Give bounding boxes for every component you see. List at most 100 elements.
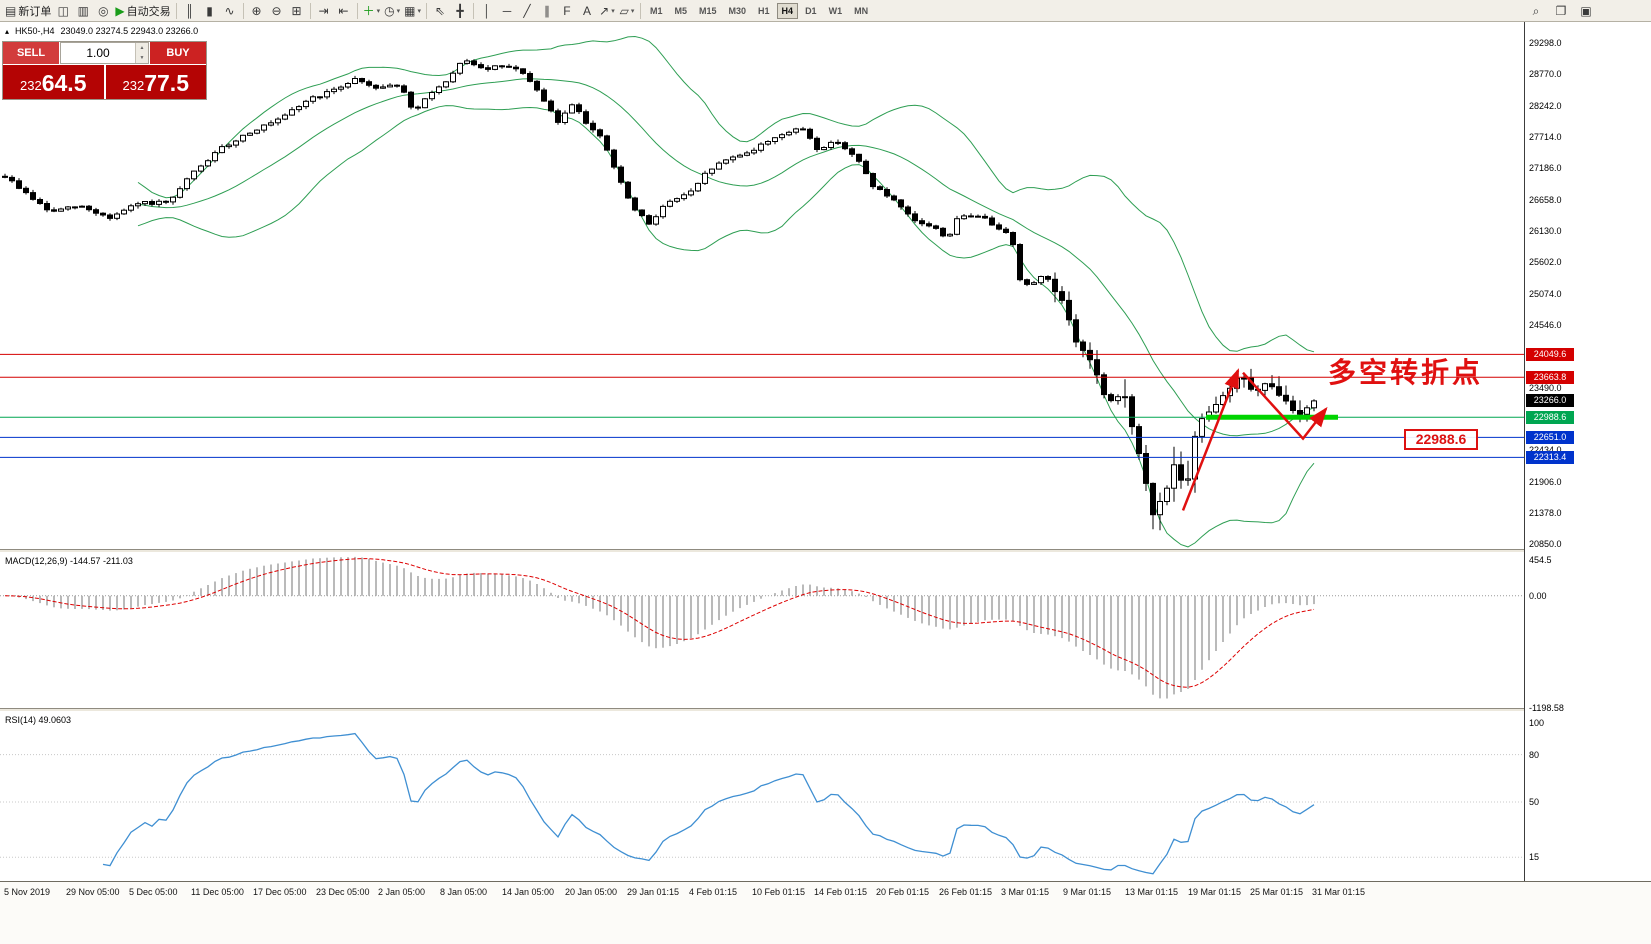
periods-icon: ◷ — [384, 3, 395, 18]
new-order-label: 新订单 — [18, 5, 52, 18]
price-level-label: 23266.0 — [1526, 394, 1574, 407]
rsi-line — [102, 732, 1315, 875]
timeframe-m30-button[interactable]: M30 — [728, 5, 747, 16]
buy-price[interactable]: 232 77.5 — [105, 65, 206, 99]
price-axis-label: 21906.0 — [1529, 477, 1562, 487]
toolbar-separator — [425, 2, 427, 19]
autotrade-icon: ▶ — [115, 3, 125, 18]
text-button[interactable]: A — [577, 1, 597, 21]
chart-shift-button[interactable]: ⇤ — [334, 1, 354, 21]
time-axis-label: 23 Dec 05:00 — [316, 887, 370, 897]
charts-button[interactable]: ◫ — [53, 1, 73, 21]
candlestick-chart[interactable] — [0, 22, 1524, 549]
indicators-icon: ＋ — [362, 3, 375, 18]
rsi-indicator-pane[interactable]: RSI(14) 49.0603 — [0, 712, 1524, 881]
time-axis-label: 10 Feb 01:15 — [752, 887, 806, 897]
timeframe-w1-button[interactable]: W1 — [828, 5, 843, 16]
macd-indicator-pane[interactable]: MACD(12,26,9) -144.57 -211.03 — [0, 553, 1524, 708]
timeframe-h1-button[interactable]: H1 — [758, 5, 770, 16]
timeframe-m5-button[interactable]: M5 — [674, 5, 687, 16]
arrows-button[interactable]: ↗ ▾ — [597, 1, 617, 21]
profiles-button[interactable]: ▥ — [73, 1, 93, 21]
pane-separator[interactable] — [0, 708, 1651, 712]
cursor-button[interactable]: ⇖ — [430, 1, 450, 21]
community-button[interactable]: ◎ — [93, 1, 113, 21]
tile-windows-icon: ⊞ — [291, 3, 302, 18]
bar-chart-button[interactable]: ║ — [180, 1, 200, 21]
time-axis-label: 25 Mar 01:15 — [1250, 887, 1304, 897]
price-axis-label: 26658.0 — [1529, 195, 1562, 205]
macd-histogram — [11, 556, 1315, 699]
new-order-button[interactable]: ▤ 新订单 — [3, 1, 53, 21]
crosshair-icon: ╋ — [456, 3, 464, 18]
candlestick-chart-icon: ▮ — [206, 3, 213, 18]
cursor-icon: ⇖ — [434, 3, 445, 18]
trendline-button[interactable]: ╱ — [517, 1, 537, 21]
level-lines[interactable] — [0, 353, 1524, 458]
auto-scroll-button[interactable]: ⇥ — [314, 1, 334, 21]
price-axis-label: 26130.0 — [1529, 226, 1562, 236]
price-chart-pane[interactable]: ▴ HK50-,H4 23049.0 23274.5 22943.0 23266… — [0, 22, 1524, 549]
window-list-button[interactable]: ▣ — [1576, 1, 1596, 21]
sell-button[interactable]: SELL — [3, 42, 59, 64]
new-window-button[interactable]: ❐ — [1551, 1, 1571, 21]
price-axis-label: 25602.0 — [1529, 257, 1562, 267]
indicators-button[interactable]: ＋ ▾ — [361, 1, 383, 21]
autotrade-button[interactable]: ▶ 自动交易 — [113, 1, 172, 21]
time-axis-label: 26 Feb 01:15 — [939, 887, 993, 897]
volume-down-button[interactable]: ▼ — [136, 53, 148, 63]
rsi-axis-label: 100 — [1529, 718, 1545, 728]
search-button[interactable]: ⌕ — [1526, 1, 1546, 21]
price-level-label: 23663.8 — [1526, 371, 1574, 384]
zoom-in-button[interactable]: ⊕ — [247, 1, 267, 21]
toolbar-separator — [639, 2, 641, 19]
volume-up-button[interactable]: ▲ — [136, 43, 148, 53]
turning-point-annotation[interactable]: 多空转折点 — [1328, 357, 1484, 389]
zigzag-arrow-annotation[interactable] — [1181, 368, 1328, 511]
line-chart-button[interactable]: ∿ — [220, 1, 240, 21]
time-axis-label: 8 Jan 05:00 — [440, 887, 488, 897]
text-icon: A — [582, 3, 591, 18]
price-axis-separator — [1524, 22, 1525, 881]
sell-price[interactable]: 232 64.5 — [3, 65, 104, 99]
rsi-axis-label: 15 — [1529, 852, 1540, 862]
volume-stepper[interactable]: ▲ ▼ — [60, 42, 149, 64]
time-axis-label: 14 Jan 05:00 — [502, 887, 555, 897]
profiles-icon: ▥ — [77, 3, 90, 18]
time-axis-label: 19 Mar 01:15 — [1188, 887, 1242, 897]
fibonacci-button[interactable]: F — [557, 1, 577, 21]
shapes-button[interactable]: ▱ ▾ — [617, 1, 637, 21]
price-axis-label: 28770.0 — [1529, 69, 1562, 79]
toolbar-separator — [472, 2, 474, 19]
zoom-out-button[interactable]: ⊖ — [267, 1, 287, 21]
pane-separator[interactable] — [0, 549, 1651, 553]
crosshair-button[interactable]: ╋ — [450, 1, 470, 21]
templates-button[interactable]: ▦ ▾ — [402, 1, 423, 21]
periods-button[interactable]: ◷ ▾ — [382, 1, 402, 21]
timeframe-d1-button[interactable]: D1 — [805, 5, 817, 16]
toolbar-separator — [356, 2, 358, 19]
tile-windows-button[interactable]: ⊞ — [287, 1, 307, 21]
volume-input[interactable] — [61, 46, 135, 60]
new-order-icon: ▤ — [5, 3, 17, 18]
timeframe-m1-button[interactable]: M1 — [649, 5, 663, 16]
price-axis-label: 27186.0 — [1529, 163, 1562, 173]
price-tag-annotation[interactable]: 22988.6 — [1404, 428, 1478, 450]
macd-axis-label: 0.00 — [1529, 591, 1547, 601]
horizontal-line-button[interactable]: ─ — [497, 1, 517, 21]
timeframe-mn-button[interactable]: MN — [854, 5, 869, 16]
price-axis[interactable]: 29298.0 28770.0 28242.0 27714.0 27186.0 26658… — [1525, 22, 1651, 881]
toolbar-separator — [242, 2, 244, 19]
equidistant-channel-button[interactable]: ∥ — [537, 1, 557, 21]
timeframe-h4-button[interactable]: H4 — [776, 2, 799, 19]
volume-spin-buttons: ▲ ▼ — [135, 43, 148, 63]
zoom-out-icon: ⊖ — [271, 3, 282, 18]
buy-button[interactable]: BUY — [150, 42, 206, 64]
rsi-axis-label: 80 — [1529, 750, 1540, 760]
timeframe-m15-button[interactable]: M15 — [699, 5, 717, 16]
candlestick-chart-button[interactable]: ▮ — [200, 1, 220, 21]
time-axis[interactable]: 5 Nov 2019 29 Nov 05:00 5 Dec 05:00 11 Dec … — [0, 881, 1651, 944]
rsi-chart — [0, 732, 1524, 875]
vertical-line-button[interactable]: │ — [477, 1, 497, 21]
price-axis-label: 22434.0 — [1529, 445, 1562, 455]
